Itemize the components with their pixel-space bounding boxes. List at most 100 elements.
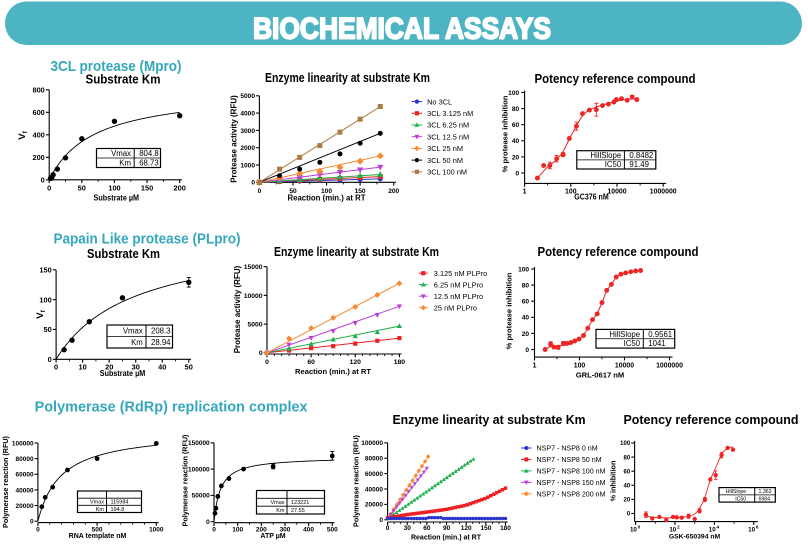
svg-text:91.49: 91.49	[629, 160, 649, 169]
svg-text:ATP µM: ATP µM	[260, 533, 285, 540]
svg-text:120: 120	[461, 525, 472, 532]
svg-text:Vf: Vf	[35, 309, 47, 318]
svg-text:100000: 100000	[188, 466, 210, 473]
svg-text:BIOCHEMICAL ASSAYS: BIOCHEMICAL ASSAYS	[253, 13, 551, 46]
svg-text:40: 40	[522, 315, 530, 322]
svg-text:12.5 nM PLPro: 12.5 nM PLPro	[434, 292, 483, 301]
svg-text:0: 0	[36, 526, 40, 533]
svg-text:Potency reference compound: Potency reference compound	[535, 72, 696, 86]
svg-text:60: 60	[522, 299, 530, 306]
svg-text:30: 30	[132, 362, 140, 371]
svg-text:1.363: 1.363	[759, 489, 772, 495]
svg-text:Km: Km	[276, 508, 285, 514]
svg-text:150: 150	[480, 525, 491, 532]
svg-text:100: 100	[321, 188, 332, 195]
svg-text:% inhibition: % inhibition	[608, 461, 617, 502]
svg-text:3CL 50 nM: 3CL 50 nM	[427, 156, 463, 165]
svg-text:0.9561: 0.9561	[648, 330, 672, 339]
svg-text:Substrate µM: Substrate µM	[100, 369, 146, 378]
svg-text:10000: 10000	[607, 189, 626, 196]
svg-text:123221: 123221	[291, 500, 309, 506]
svg-text:0: 0	[516, 170, 520, 177]
svg-text:Km: Km	[131, 338, 143, 347]
svg-text:80000: 80000	[365, 456, 383, 463]
svg-text:60: 60	[307, 359, 315, 366]
svg-text:100: 100	[232, 527, 243, 534]
svg-text:40000: 40000	[365, 486, 383, 493]
svg-text:Potency reference compound: Potency reference compound	[624, 412, 799, 427]
svg-text:No 3CL: No 3CL	[427, 97, 452, 106]
svg-text:6.25 nM PLPro: 6.25 nM PLPro	[434, 280, 483, 289]
svg-text:Vf: Vf	[17, 130, 29, 139]
svg-text:800: 800	[32, 86, 44, 95]
svg-text:0: 0	[259, 350, 263, 357]
svg-text:0: 0	[379, 517, 383, 524]
svg-text:20: 20	[624, 498, 631, 504]
svg-text:80: 80	[522, 283, 530, 290]
svg-text:100000: 100000	[12, 440, 34, 447]
svg-text:Protease activity (RFU): Protease activity (RFU)	[233, 265, 242, 353]
svg-text:0: 0	[638, 525, 641, 530]
svg-text:20: 20	[522, 331, 530, 338]
svg-text:RNA template nM: RNA template nM	[69, 533, 127, 540]
svg-text:% protease inhibition: % protease inhibition	[504, 272, 513, 349]
svg-text:Km: Km	[119, 159, 131, 168]
svg-text:3.125 nM PLPro: 3.125 nM PLPro	[434, 269, 487, 278]
svg-text:0: 0	[41, 176, 45, 185]
svg-text:80: 80	[512, 106, 520, 113]
svg-text:150: 150	[355, 188, 366, 195]
svg-text:150000: 150000	[188, 440, 210, 447]
svg-text:40: 40	[512, 138, 520, 145]
svg-text:3CL protease (Mpro): 3CL protease (Mpro)	[51, 58, 182, 75]
svg-text:115984: 115984	[111, 500, 129, 506]
svg-text:68.73: 68.73	[139, 159, 159, 168]
svg-text:20000: 20000	[365, 502, 383, 509]
svg-text:0: 0	[258, 188, 262, 195]
svg-text:Potency reference compound: Potency reference compound	[538, 245, 699, 259]
svg-text:Polymerase reaction (RFU): Polymerase reaction (RFU)	[181, 434, 190, 526]
svg-text:80000: 80000	[16, 456, 34, 463]
svg-text:0: 0	[525, 347, 529, 354]
svg-text:0: 0	[386, 525, 390, 532]
svg-text:200: 200	[256, 527, 267, 534]
svg-text:Substrate µM: Substrate µM	[94, 194, 140, 203]
svg-text:NSP7 - NSP8 0 nM: NSP7 - NSP8 0 nM	[537, 445, 598, 453]
svg-text:100: 100	[518, 266, 529, 273]
svg-text:Polymerase reaction (RFU): Polymerase reaction (RFU)	[352, 434, 361, 526]
svg-text:Reaction (min.) at RT: Reaction (min.) at RT	[295, 367, 371, 376]
svg-text:Vmax: Vmax	[111, 149, 131, 158]
svg-text:0: 0	[212, 527, 216, 534]
svg-text:1: 1	[533, 362, 537, 369]
svg-text:400: 400	[32, 131, 44, 140]
svg-text:3CL 25 nM: 3CL 25 nM	[427, 144, 463, 153]
svg-text:IC50: IC50	[735, 496, 746, 502]
svg-text:27.55: 27.55	[291, 508, 305, 514]
svg-text:100: 100	[620, 441, 631, 447]
svg-text:200: 200	[388, 188, 399, 195]
svg-text:15000: 15000	[244, 264, 263, 271]
svg-text:IC50: IC50	[605, 160, 622, 169]
svg-text:Reaction (min.) at RT: Reaction (min.) at RT	[288, 194, 366, 203]
svg-text:120: 120	[350, 359, 362, 366]
svg-text:Enzyme linearity at substrate: Enzyme linearity at substrate Km	[393, 412, 586, 427]
svg-text:1: 1	[523, 189, 527, 196]
svg-text:HillSlope: HillSlope	[590, 151, 621, 160]
svg-text:4: 4	[717, 525, 720, 530]
svg-text:Vmax: Vmax	[123, 327, 143, 336]
svg-text:28.94: 28.94	[151, 338, 171, 347]
svg-text:100: 100	[508, 90, 519, 97]
svg-text:IC50: IC50	[624, 339, 641, 348]
svg-text:150: 150	[141, 183, 153, 192]
svg-text:200: 200	[32, 153, 44, 162]
svg-text:50000: 50000	[192, 493, 210, 500]
svg-text:25 nM PLPro: 25 nM PLPro	[434, 303, 477, 312]
svg-text:3CL 100 nM: 3CL 100 nM	[427, 168, 467, 177]
svg-text:4000: 4000	[240, 111, 255, 118]
svg-text:100: 100	[574, 362, 586, 369]
svg-text:500: 500	[327, 527, 338, 534]
svg-text:60: 60	[423, 525, 431, 532]
svg-text:100: 100	[108, 183, 120, 192]
svg-text:40: 40	[624, 484, 631, 490]
svg-text:5000: 5000	[247, 322, 262, 329]
svg-text:400: 400	[303, 527, 314, 534]
